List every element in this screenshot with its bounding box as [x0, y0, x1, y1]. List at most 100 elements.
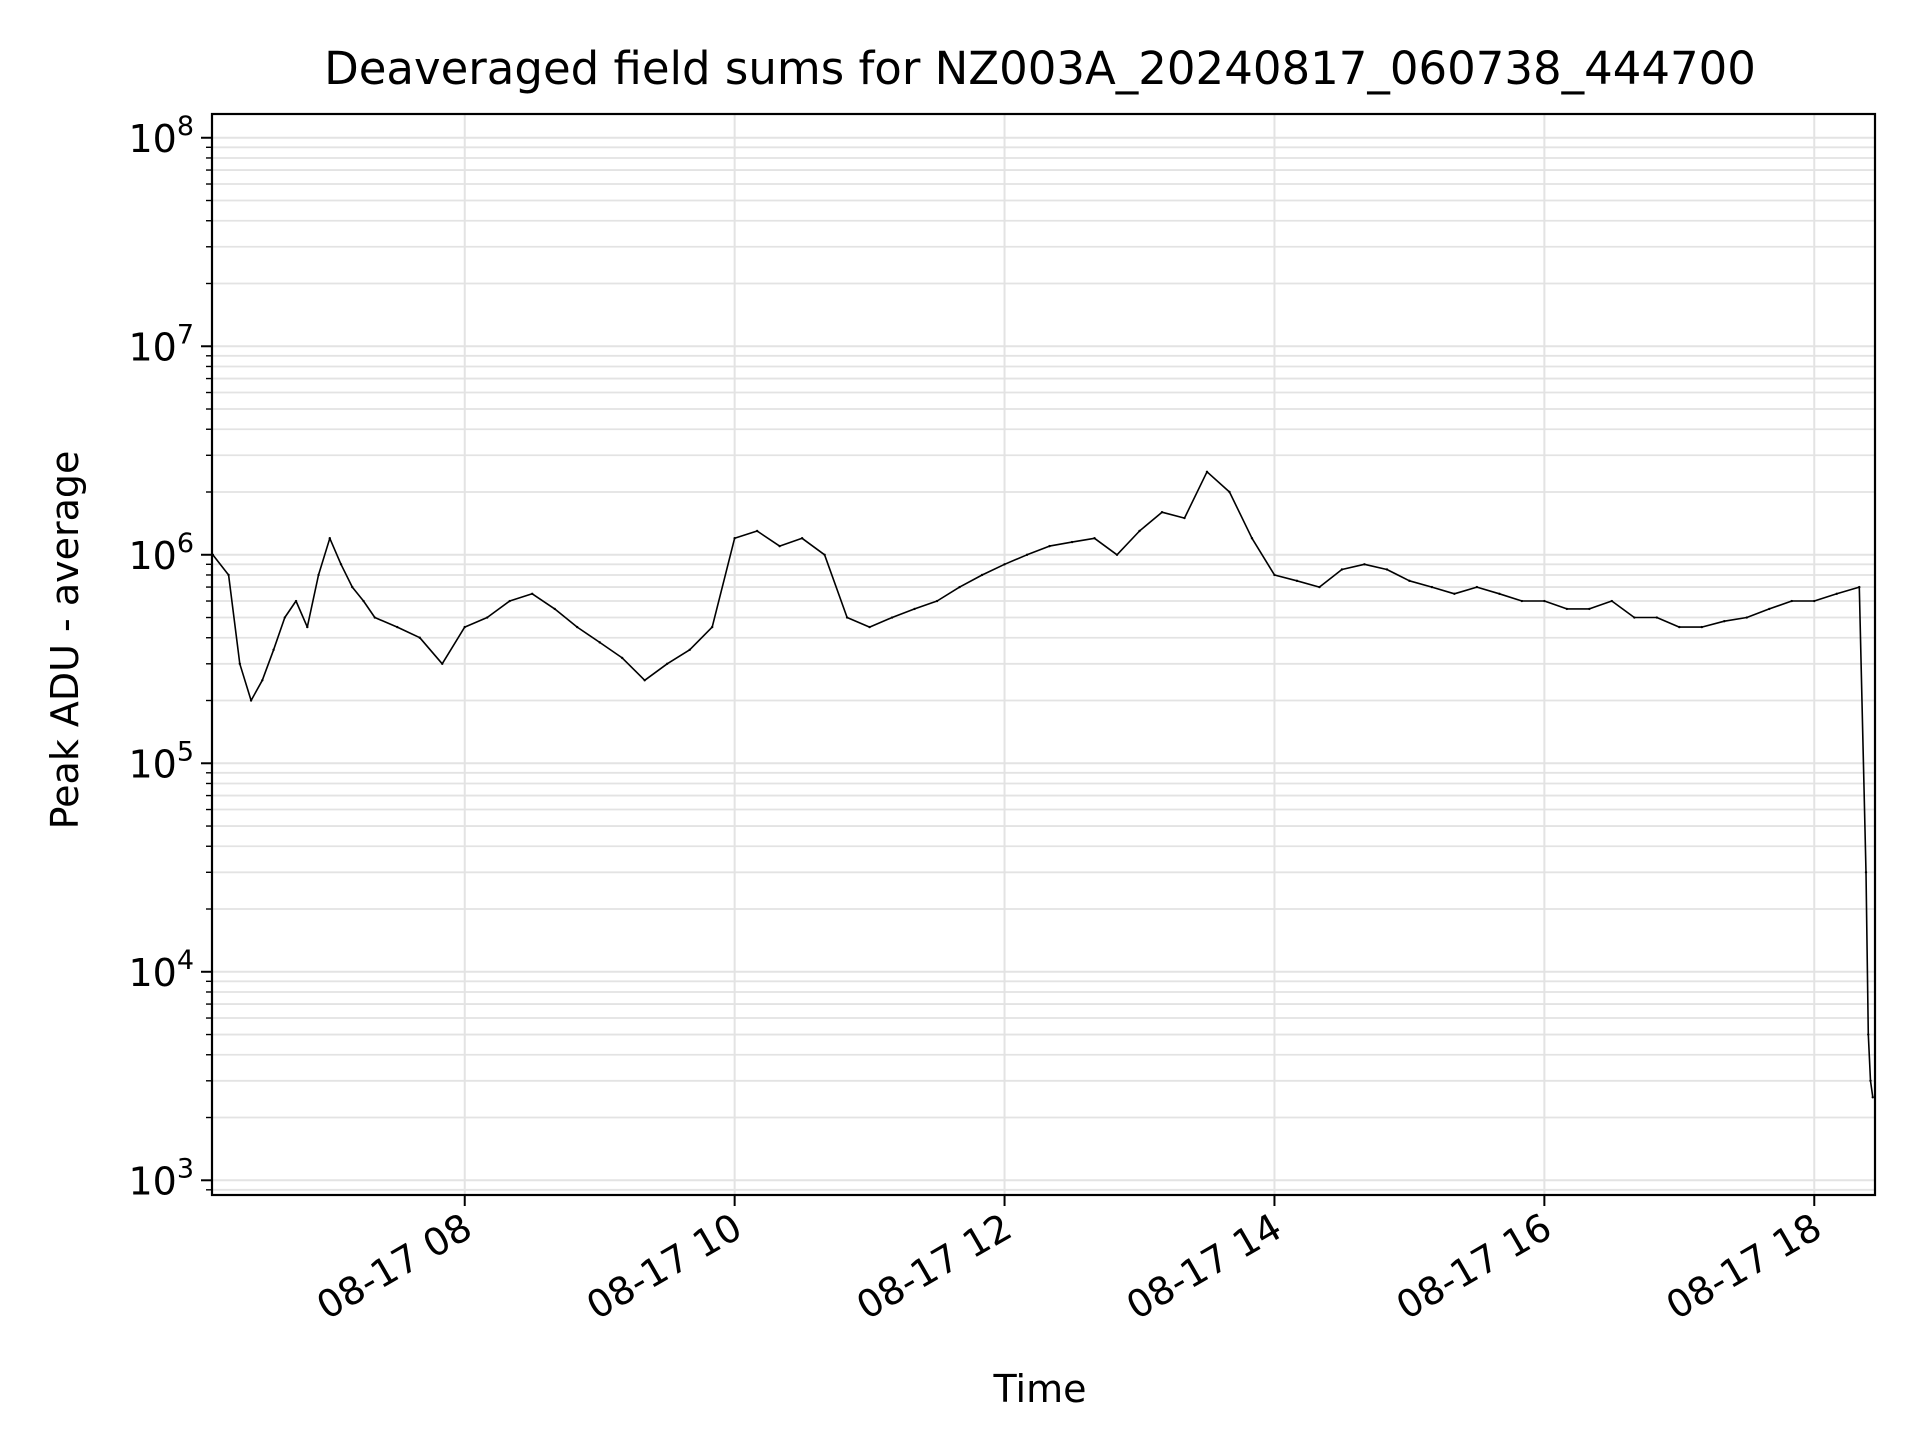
- y-tick-label: 104: [128, 945, 194, 995]
- data-point: [620, 656, 624, 660]
- data-point: [935, 599, 939, 603]
- data-point: [710, 625, 714, 629]
- data-point: [1723, 620, 1726, 623]
- data-point: [1273, 573, 1276, 577]
- data-point: [306, 625, 309, 629]
- data-point: [1745, 616, 1748, 619]
- data-point: [1385, 568, 1389, 571]
- data-point: [317, 573, 320, 577]
- data-point: [688, 648, 691, 652]
- data-point: [1453, 592, 1456, 595]
- data-point: [1633, 616, 1636, 619]
- data-point: [1340, 568, 1344, 571]
- data-point: [418, 636, 421, 639]
- data-point: [1228, 490, 1231, 494]
- x-tick-label: 08-17 16: [1389, 1205, 1559, 1329]
- data-point: [598, 641, 601, 644]
- data-point: [1869, 1079, 1872, 1083]
- data-point: [1363, 563, 1366, 566]
- data-point: [1205, 470, 1209, 473]
- data-point: [980, 573, 984, 577]
- x-tick-label: 08-17 18: [1659, 1205, 1829, 1329]
- data-point: [328, 537, 331, 540]
- data-point: [1588, 607, 1591, 611]
- data-point: [227, 573, 230, 577]
- data-point: [1835, 592, 1838, 595]
- data-point: [339, 563, 343, 566]
- data-point: [1813, 599, 1816, 603]
- data-point: [823, 553, 826, 556]
- tick-labels: 103 104 105 106 107 108 08-17 08 08-17 10 08-17 …: [128, 111, 1828, 1328]
- data-point: [531, 592, 534, 595]
- data-point: [1025, 553, 1029, 556]
- data-point: [800, 537, 804, 540]
- data-point: [778, 544, 781, 548]
- x-tick-label: 08-17 10: [579, 1205, 749, 1329]
- data-point: [294, 599, 298, 603]
- data-point: [396, 625, 399, 629]
- data-point: [1520, 599, 1524, 603]
- axis-ticks: [201, 136, 1816, 1206]
- series-lines: [211, 470, 1874, 1099]
- data-point: [913, 607, 916, 611]
- data-point: [261, 679, 264, 682]
- data-point: [486, 616, 489, 619]
- data-point: [441, 662, 444, 665]
- data-point: [643, 679, 646, 682]
- data-point: [351, 585, 354, 589]
- data-point: [1318, 585, 1321, 589]
- data-point: [1655, 616, 1659, 619]
- data-point: [1543, 599, 1546, 603]
- data-point: [868, 625, 871, 629]
- data-point: [1115, 553, 1119, 556]
- data-point: [463, 625, 466, 629]
- data-point: [1678, 625, 1681, 629]
- x-tick-label: 08-17 08: [309, 1205, 479, 1329]
- data-point: [665, 662, 669, 665]
- y-tick-label: 106: [128, 528, 194, 578]
- data-point: [1700, 625, 1704, 629]
- chart-title: Deaveraged field sums for NZ003A_2024081…: [324, 42, 1756, 95]
- data-point: [362, 599, 365, 603]
- data-point: [1430, 585, 1434, 589]
- data-point: [1864, 871, 1868, 874]
- data-point: [1183, 516, 1186, 520]
- data-point: [733, 537, 736, 540]
- data-point: [1408, 579, 1411, 583]
- x-axis-label: Time: [993, 1367, 1087, 1411]
- data-point: [1867, 1033, 1870, 1036]
- data-point: [1048, 544, 1051, 548]
- data-point: [890, 616, 894, 619]
- data-point: [1295, 579, 1299, 583]
- data-point: [1498, 592, 1501, 595]
- data-point: [1475, 585, 1479, 589]
- data-point: [1250, 537, 1254, 540]
- data-point: [553, 607, 556, 611]
- plot-frame: [210, 112, 1877, 1197]
- grid-lines: [212, 114, 1875, 1195]
- data-point: [1768, 607, 1771, 611]
- data-point: [508, 599, 511, 603]
- y-tick-label: 107: [128, 319, 194, 369]
- data-point: [755, 529, 759, 533]
- data-point: [272, 648, 275, 652]
- data-point: [238, 662, 242, 665]
- x-tick-label: 08-17 14: [1119, 1205, 1289, 1329]
- x-tick-label: 08-17 12: [849, 1205, 1019, 1329]
- data-point: [1610, 599, 1614, 603]
- data-point: [1138, 529, 1141, 533]
- y-tick-label: 108: [128, 111, 194, 161]
- data-point: [373, 616, 376, 619]
- data-point: [1160, 511, 1164, 514]
- y-tick-label: 105: [128, 736, 194, 786]
- data-point: [958, 585, 961, 589]
- data-point: [1790, 599, 1793, 603]
- data-point: [845, 616, 849, 619]
- data-point: [1871, 1096, 1874, 1099]
- data-point: [1093, 537, 1096, 540]
- y-tick-label: 103: [128, 1153, 194, 1203]
- data-point: [1565, 607, 1569, 611]
- data-point: [283, 616, 286, 619]
- data-point: [1070, 540, 1074, 544]
